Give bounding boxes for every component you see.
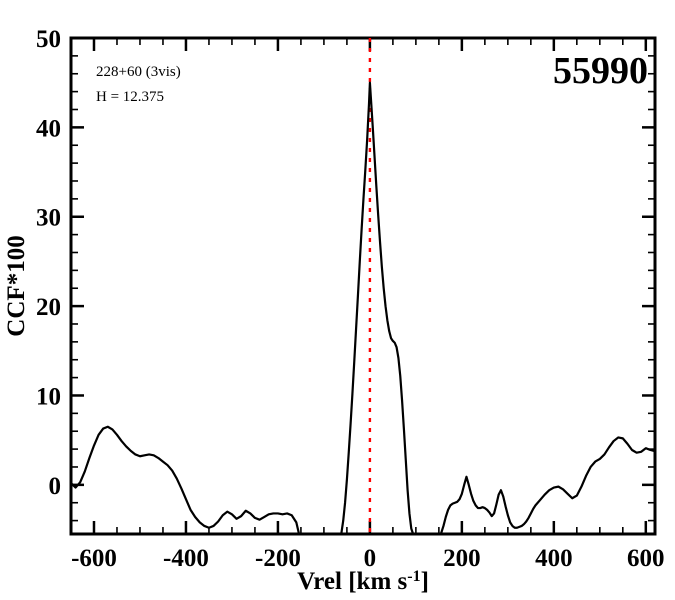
ccf-right-segment xyxy=(440,436,655,534)
y-tick-label: 40 xyxy=(36,115,61,142)
ccf-left-segment xyxy=(71,425,300,534)
y-axis-title: CCF*100 xyxy=(3,235,30,336)
y-tick-label: 50 xyxy=(36,26,61,53)
x-tick-label: -600 xyxy=(71,545,117,572)
x-tick-label: 0 xyxy=(364,545,377,572)
target-id: 228+60 (3vis) xyxy=(96,64,181,80)
ccf-peak-segment xyxy=(340,81,415,534)
y-tick-label: 20 xyxy=(36,294,61,321)
x-axis-title: Vrel [km s-1] xyxy=(297,568,429,596)
x-tick-label: 600 xyxy=(627,545,665,572)
plot-frame xyxy=(69,36,657,536)
x-tick-label: -400 xyxy=(163,545,209,572)
x-tick-label: 200 xyxy=(443,545,481,572)
h-magnitude: H = 12.375 xyxy=(96,89,164,105)
epoch-mjd: 55990 xyxy=(553,50,648,92)
x-tick-label: 400 xyxy=(535,545,573,572)
y-tick-label: 30 xyxy=(36,205,61,232)
y-tick-label: 10 xyxy=(36,383,61,410)
y-tick-label: 0 xyxy=(49,473,62,500)
x-tick-label: -200 xyxy=(255,545,301,572)
